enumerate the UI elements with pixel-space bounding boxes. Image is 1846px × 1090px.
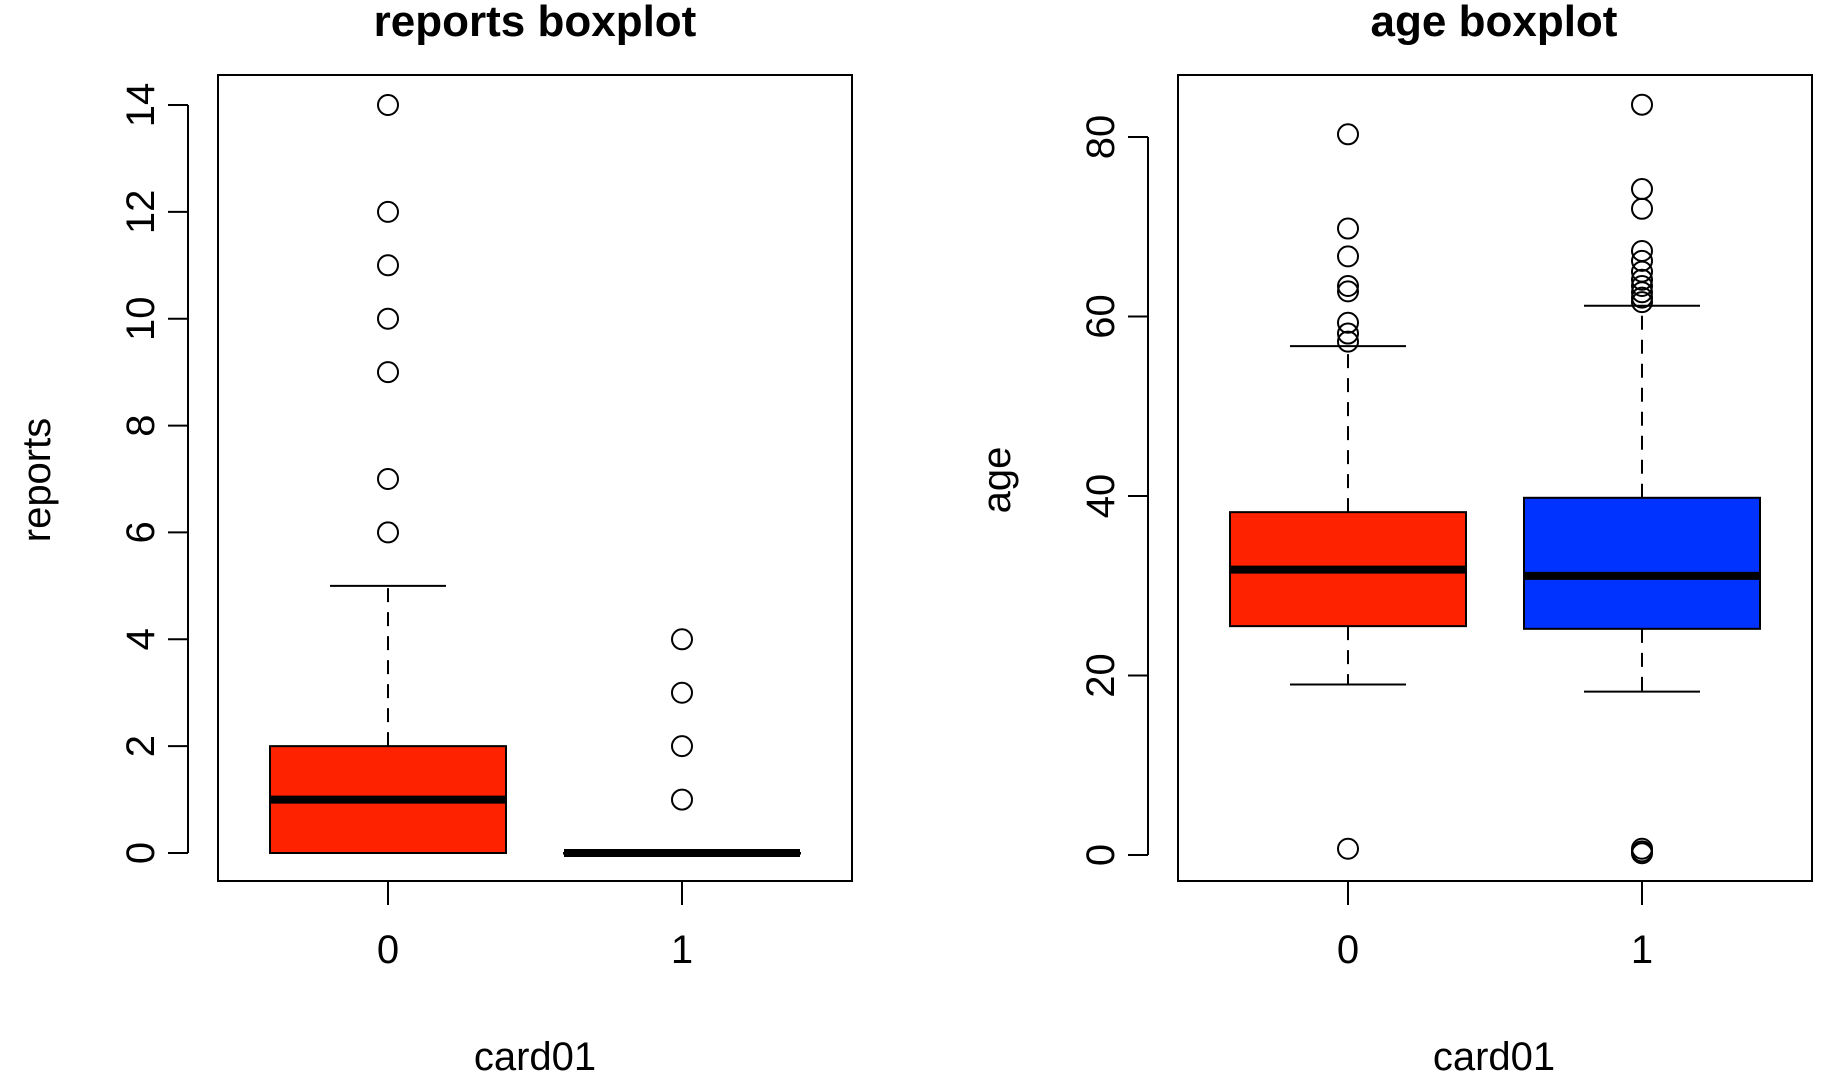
- y-tick-label: 10: [119, 296, 163, 341]
- outlier-point: [1337, 274, 1359, 297]
- y-tick-label: 8: [119, 414, 163, 436]
- plot-marks: 0 20 40 60 80 0 1: [1079, 93, 1761, 972]
- outlier-point: [1337, 322, 1359, 345]
- outlier-point: [377, 361, 399, 384]
- outlier-point: [1337, 217, 1359, 240]
- outlier-point: [377, 307, 399, 330]
- outlier-point: [1337, 311, 1359, 334]
- y-tick-label: 6: [119, 521, 163, 543]
- outlier-point: [1631, 837, 1653, 860]
- outlier-point: [1631, 249, 1653, 272]
- age-boxplot-panel: age boxplot age card01 0 20 40 60 80 0 1: [975, 0, 1813, 1079]
- box: [1523, 496, 1761, 630]
- outlier-point: [671, 788, 693, 811]
- x-tick-label: 0: [1337, 928, 1359, 972]
- outlier-point: [1337, 330, 1359, 353]
- plot-frame: [1177, 74, 1813, 882]
- outlier-point: [1337, 837, 1359, 860]
- outlier-point: [377, 94, 399, 116]
- outlier-point: [1631, 178, 1653, 201]
- y-tick-label: 12: [119, 190, 163, 235]
- y-tick-label: 2: [119, 735, 163, 757]
- outlier-point: [1337, 123, 1359, 146]
- outlier-point: [377, 200, 399, 223]
- y-tick-label: 80: [1079, 115, 1123, 160]
- outlier-point: [377, 521, 399, 544]
- outlier-point: [1631, 239, 1653, 262]
- x-tick-label: 1: [671, 928, 693, 972]
- y-axis-label: reports: [15, 418, 59, 543]
- x-tick-label: 1: [1631, 928, 1653, 972]
- x-axis-label: card01: [1433, 1035, 1555, 1079]
- outlier-point: [1631, 93, 1653, 116]
- y-tick-label: 0: [119, 842, 163, 864]
- outlier-point: [1631, 268, 1653, 291]
- outlier-point: [377, 254, 399, 277]
- outlier-point: [1631, 286, 1653, 309]
- chart-title: reports boxplot: [374, 0, 697, 46]
- plot-marks: 0 2 4 6 8 10 12 14 0 1: [119, 83, 801, 972]
- outlier-point: [1631, 197, 1653, 220]
- y-tick-label: 14: [119, 83, 163, 128]
- x-axis-label: card01: [474, 1035, 596, 1079]
- outlier-point: [671, 681, 693, 704]
- y-tick-label: 60: [1079, 294, 1123, 339]
- outlier-point: [671, 628, 693, 651]
- y-tick-label: 0: [1079, 844, 1123, 866]
- reports-boxplot-panel: reports boxplot reports card01 024681012…: [15, 0, 853, 1079]
- outlier-point: [1631, 274, 1653, 297]
- outlier-point: [1337, 245, 1359, 268]
- outlier-point: [1631, 842, 1653, 865]
- outlier-point: [1337, 280, 1359, 303]
- chart-title: age boxplot: [1371, 0, 1618, 46]
- y-tick-label: 40: [1079, 474, 1123, 519]
- y-tick-label: 20: [1079, 653, 1123, 698]
- y-axis-label: age: [975, 447, 1019, 514]
- outlier-point: [671, 735, 693, 758]
- outlier-point: [377, 468, 399, 490]
- y-tick-label: 4: [119, 628, 163, 650]
- x-tick-label: 0: [377, 928, 399, 972]
